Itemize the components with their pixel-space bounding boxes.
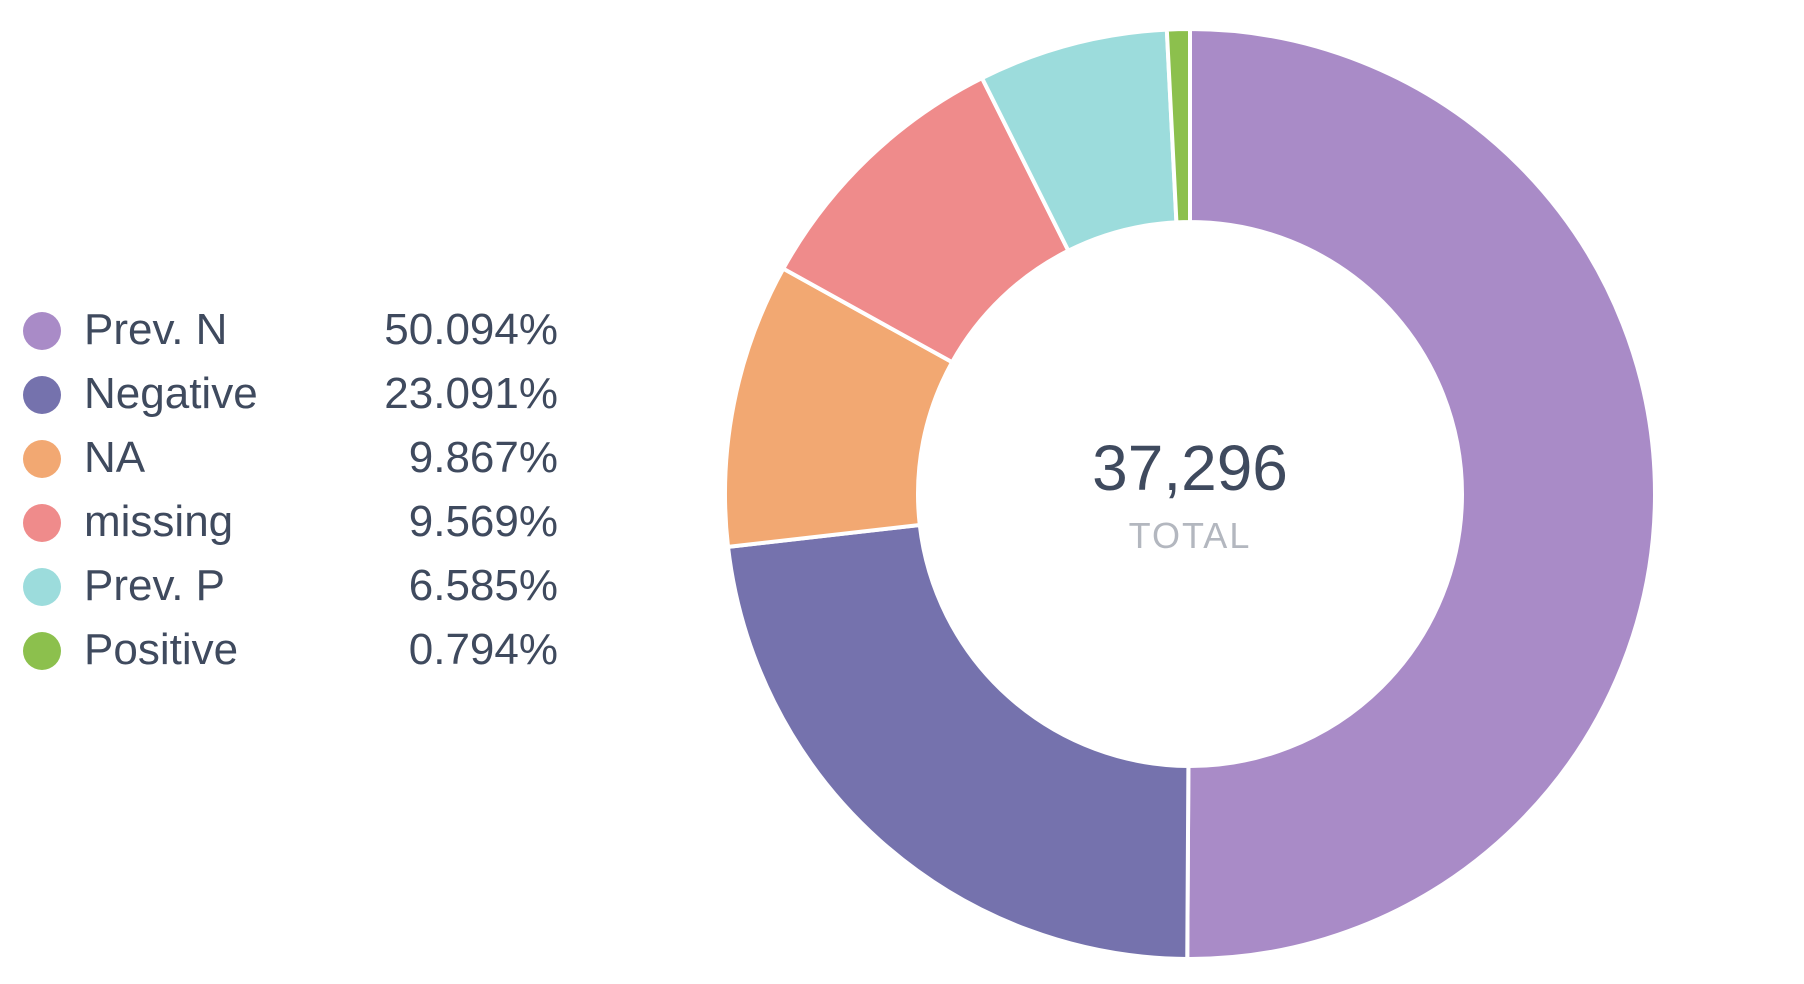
chart-legend: Prev. N 50.094% Negative 23.091% NA 9.86… — [18, 298, 558, 682]
legend-item-prev-n: Prev. N 50.094% — [18, 298, 558, 362]
legend-swatch — [23, 504, 61, 542]
legend-label: Prev. P — [84, 561, 226, 610]
donut-slice-positive — [1164, 26, 1192, 225]
legend-swatch — [23, 568, 61, 606]
donut-slice-negative — [725, 522, 1191, 962]
legend-label: Prev. N — [84, 305, 228, 354]
legend-value: 50.094% — [384, 305, 558, 354]
legend-item-na: NA 9.867% — [18, 426, 558, 490]
legend-value: 9.867% — [408, 433, 558, 482]
center-label: TOTAL — [1129, 515, 1252, 556]
donut-slices — [723, 26, 1657, 962]
legend-swatch — [23, 376, 61, 414]
legend-value: 9.569% — [408, 497, 558, 546]
donut-slice-prev-n — [1185, 26, 1657, 961]
legend-swatch — [23, 440, 61, 478]
legend-label: Negative — [84, 369, 258, 418]
center-total: 37,296 — [1092, 432, 1288, 504]
legend-label: Positive — [84, 625, 239, 674]
legend-value: 6.585% — [408, 561, 558, 610]
legend-item-positive: Positive 0.794% — [18, 618, 558, 682]
legend-item-prev-p: Prev. P 6.585% — [18, 554, 558, 618]
legend-swatch — [23, 312, 61, 350]
donut-chart: 37,296 TOTAL — [723, 26, 1657, 962]
legend-item-missing: missing 9.569% — [18, 490, 558, 554]
legend-item-negative: Negative 23.091% — [18, 362, 558, 426]
legend-label: NA — [84, 433, 146, 482]
legend-label: missing — [84, 497, 234, 546]
legend-value: 0.794% — [408, 625, 558, 674]
legend-value: 23.091% — [384, 369, 558, 418]
legend-swatch — [23, 632, 61, 670]
